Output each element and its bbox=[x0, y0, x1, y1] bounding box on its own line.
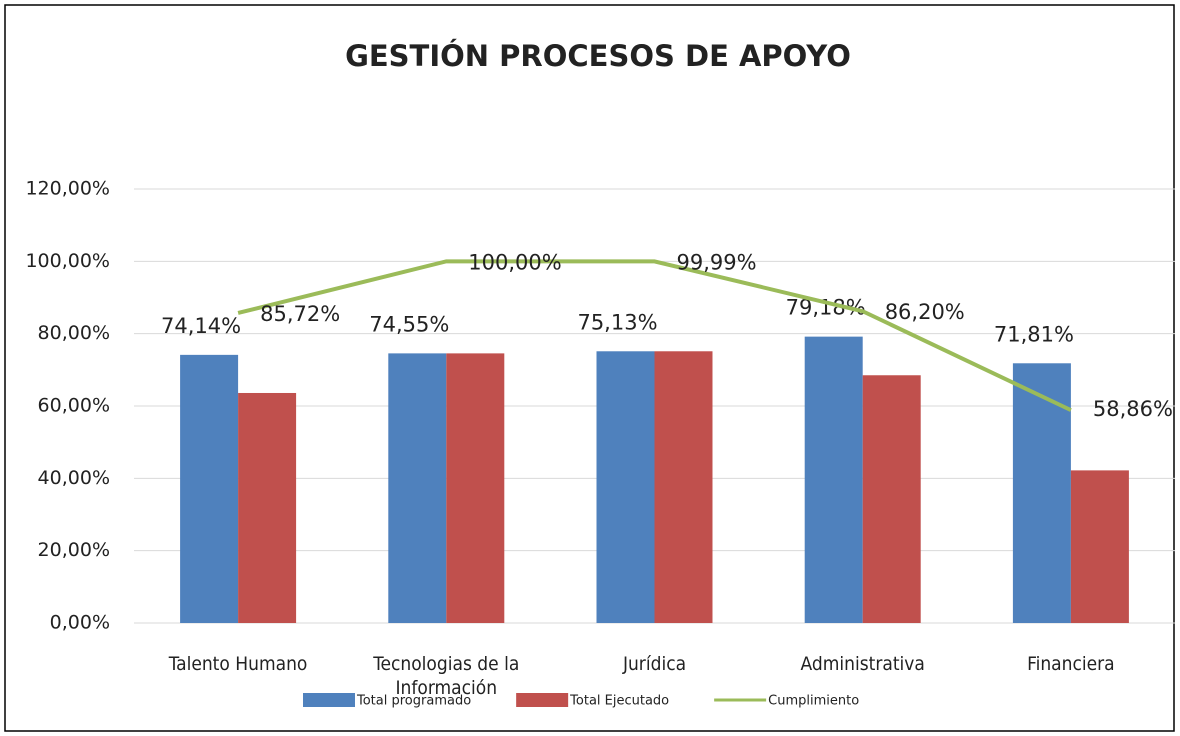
data-label: 99,99% bbox=[677, 250, 757, 274]
x-tick-label: Administrativa bbox=[800, 653, 925, 675]
data-label: 71,81% bbox=[994, 322, 1074, 346]
x-tick-label: Tecnologias de la Información bbox=[373, 653, 520, 699]
legend-swatch bbox=[303, 693, 355, 707]
bar bbox=[388, 353, 447, 623]
x-tick-label: Jurídica bbox=[622, 653, 687, 675]
bar bbox=[654, 351, 713, 623]
y-tick-label: 80,00% bbox=[38, 322, 110, 344]
bar bbox=[180, 354, 239, 623]
data-label: 75,13% bbox=[577, 310, 657, 334]
data-label: 58,86% bbox=[1093, 397, 1173, 421]
data-label: 86,20% bbox=[885, 300, 965, 324]
bar bbox=[446, 353, 505, 623]
bar bbox=[1012, 363, 1071, 623]
y-tick-label: 40,00% bbox=[38, 467, 110, 489]
data-label: 100,00% bbox=[468, 250, 561, 274]
data-label: 74,55% bbox=[369, 312, 449, 336]
bar bbox=[1070, 470, 1129, 623]
y-tick-label: 120,00% bbox=[25, 178, 110, 200]
bar bbox=[596, 351, 655, 623]
y-tick-label: 60,00% bbox=[38, 395, 110, 417]
legend-label: Total programado bbox=[356, 694, 471, 709]
y-tick-label: 20,00% bbox=[38, 539, 110, 561]
bar bbox=[238, 392, 297, 623]
data-label: 74,14% bbox=[161, 314, 241, 338]
legend-label: Cumplimiento bbox=[768, 694, 859, 709]
x-tick-label: Financiera bbox=[1027, 653, 1115, 675]
y-tick-label: 100,00% bbox=[25, 250, 110, 272]
data-label: 85,72% bbox=[260, 302, 340, 326]
legend-label: Total Ejecutado bbox=[569, 694, 669, 709]
bar bbox=[804, 336, 863, 623]
bar bbox=[862, 375, 921, 623]
y-tick-label: 0,00% bbox=[50, 612, 110, 634]
x-tick-label: Talento Humano bbox=[168, 653, 308, 675]
line-series bbox=[237, 259, 1072, 412]
legend-swatch bbox=[516, 693, 569, 707]
chart-title: GESTIÓN PROCESOS DE APOYO bbox=[345, 39, 851, 73]
